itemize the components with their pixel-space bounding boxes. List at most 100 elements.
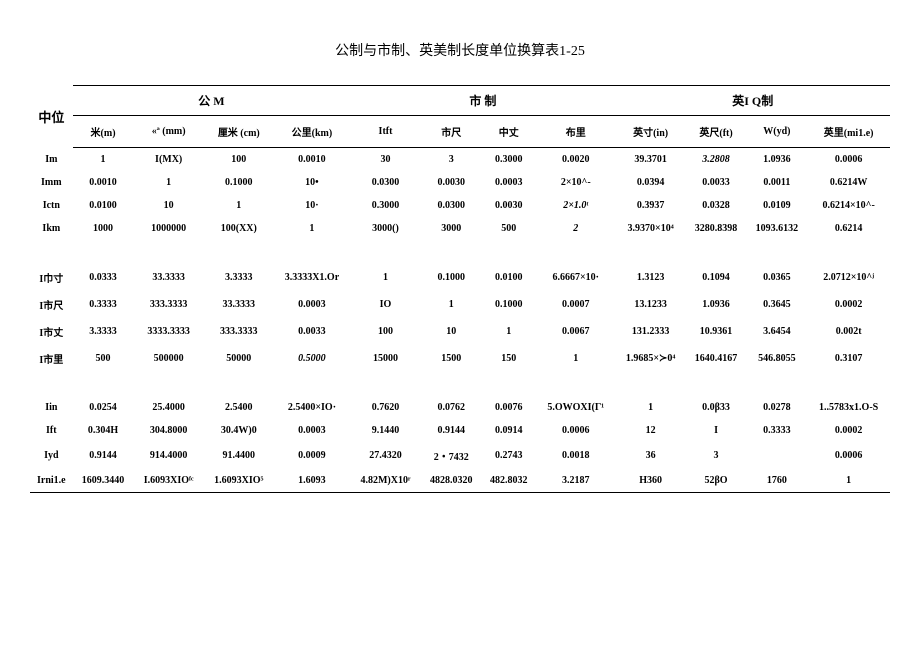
table-row: Ift0.304H304.800030.4W)00.00039.14400.91…	[30, 419, 890, 442]
table-cell: 3000	[421, 217, 482, 252]
col-buli: 布里	[536, 116, 616, 148]
table-cell: 1.6093XIO⁵	[204, 469, 274, 493]
table-row: I巾寸0.033333.33333.33333.3333X1.Or10.1000…	[30, 252, 890, 291]
table-cell: 1	[204, 194, 274, 217]
table-cell: 0.7620	[350, 384, 421, 419]
table-cell: 500	[73, 345, 134, 384]
table-cell: 91.4400	[204, 442, 274, 469]
table-cell: 0.0394	[616, 171, 686, 194]
table-cell: 0.1094	[686, 252, 747, 291]
table-cell: I(MX)	[133, 148, 203, 172]
row-label: Iin	[30, 384, 73, 419]
table-cell: 1640.4167	[686, 345, 747, 384]
table-cell: 5.OWOXI(Γ¹	[536, 384, 616, 419]
table-cell: 2×10^-	[536, 171, 616, 194]
table-cell: 13.1233	[616, 291, 686, 318]
table-cell: 1.9685×≻0⁴	[616, 345, 686, 384]
table-cell: 0.0762	[421, 384, 482, 419]
unit-label: 中位	[30, 86, 73, 148]
table-cell: 33.3333	[133, 252, 203, 291]
table-cell: 30	[350, 148, 421, 172]
table-cell: 4.82M)X10ʳ	[350, 469, 421, 493]
table-cell: 0.2743	[482, 442, 536, 469]
col-km: 公里(km)	[274, 116, 350, 148]
table-cell: 2×1.0ᵗ	[536, 194, 616, 217]
col-mile: 英里(mi1.e)	[807, 116, 890, 148]
table-cell: 27.4320	[350, 442, 421, 469]
table-cell: 1	[536, 345, 616, 384]
table-cell: 4828.0320	[421, 469, 482, 493]
table-cell: 25.4000	[133, 384, 203, 419]
table-cell: 0.3107	[807, 345, 890, 384]
table-cell: 0.0003	[274, 291, 350, 318]
table-cell: 1.0936	[746, 148, 807, 172]
col-m: 米(m)	[73, 116, 134, 148]
col-zhang: 中丈	[482, 116, 536, 148]
table-cell: 0.6214	[807, 217, 890, 252]
column-header-row: 米(m) «ª (mm) 厘米 (cm) 公里(km) Itft 市尺 中丈 布…	[30, 116, 890, 148]
table-row: Iyd0.9144914.400091.44000.000927.43202・7…	[30, 442, 890, 469]
table-cell: 1.3123	[616, 252, 686, 291]
table-cell: 10	[421, 318, 482, 345]
table-cell: 3	[421, 148, 482, 172]
table-cell: 10.9361	[686, 318, 747, 345]
table-cell: 0.3645	[746, 291, 807, 318]
table-cell: 52βO	[686, 469, 747, 493]
table-cell: 1.0936	[686, 291, 747, 318]
table-cell: 0.3333	[746, 419, 807, 442]
table-cell: 0.3937	[616, 194, 686, 217]
table-cell: 3.3333	[73, 318, 134, 345]
table-cell: 1.6093	[274, 469, 350, 493]
table-cell: 3.2808	[686, 148, 747, 172]
table-cell: IO	[350, 291, 421, 318]
table-cell: 0.0020	[536, 148, 616, 172]
table-cell: 33.3333	[204, 291, 274, 318]
col-in: 英寸(in)	[616, 116, 686, 148]
table-cell: 1000000	[133, 217, 203, 252]
table-cell: 0.0076	[482, 384, 536, 419]
table-row: Imm0.001010.100010•0.03000.00300.00032×1…	[30, 171, 890, 194]
table-row: Ikm10001000000100(XX)13000()300050023.93…	[30, 217, 890, 252]
table-cell: 0.002t	[807, 318, 890, 345]
table-cell: 0.0007	[536, 291, 616, 318]
table-cell: 0.1000	[204, 171, 274, 194]
table-cell: 0.3000	[482, 148, 536, 172]
row-label: I市丈	[30, 318, 73, 345]
table-cell: 6.6667×10·	[536, 252, 616, 291]
table-cell: 2	[536, 217, 616, 252]
table-cell	[746, 442, 807, 469]
table-cell: I.6093XIOᶠᶜ	[133, 469, 203, 493]
table-cell: 500	[482, 217, 536, 252]
table-cell: 1000	[73, 217, 134, 252]
table-cell: 0.0018	[536, 442, 616, 469]
table-cell: 0.0278	[746, 384, 807, 419]
table-cell: 0.0010	[274, 148, 350, 172]
table-cell: 2.0712×10^ʲ	[807, 252, 890, 291]
col-yd: W(yd)	[746, 116, 807, 148]
table-cell: 100(XX)	[204, 217, 274, 252]
table-cell: 0.0067	[536, 318, 616, 345]
table-cell: 0.9144	[73, 442, 134, 469]
page-title: 公制与市制、英美制长度单位换算表1-25	[30, 40, 890, 60]
table-cell: 0.5000	[274, 345, 350, 384]
row-label: Ikm	[30, 217, 73, 252]
table-cell: 914.4000	[133, 442, 203, 469]
table-cell: 3.2187	[536, 469, 616, 493]
section-english: 英I Q制	[616, 86, 890, 116]
section-metric: 公 M	[73, 86, 351, 116]
col-cm: 厘米 (cm)	[204, 116, 274, 148]
table-cell: 0.0011	[746, 171, 807, 194]
table-cell: 2.5400	[204, 384, 274, 419]
table-cell: 0.0300	[350, 171, 421, 194]
table-cell: I	[686, 419, 747, 442]
row-label: Iyd	[30, 442, 73, 469]
table-cell: 10	[133, 194, 203, 217]
table-cell: 0.0254	[73, 384, 134, 419]
row-label: I市里	[30, 345, 73, 384]
table-cell: 0.0100	[482, 252, 536, 291]
table-cell: 0.0333	[73, 252, 134, 291]
table-cell: 15000	[350, 345, 421, 384]
table-row: I市尺0.3333333.333333.33330.0003IO10.10000…	[30, 291, 890, 318]
table-cell: 36	[616, 442, 686, 469]
row-label: I市尺	[30, 291, 73, 318]
